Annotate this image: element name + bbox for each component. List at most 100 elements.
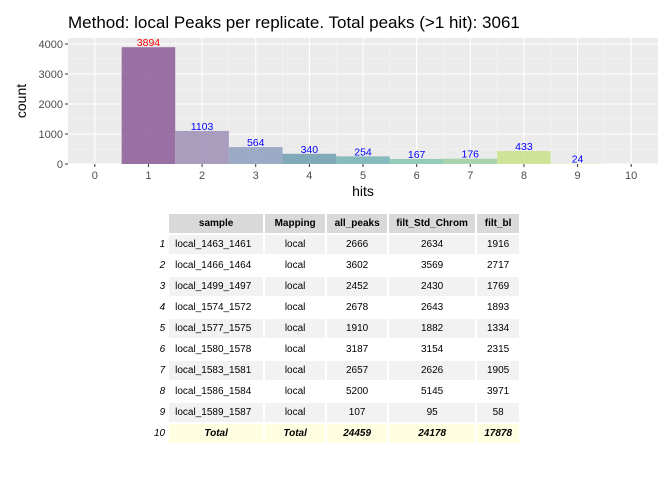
bar-label-hits-5: 254 <box>354 146 372 158</box>
table-row: 4 local_1574_1572 local 2678 2643 1893 <box>154 298 520 317</box>
y-axis: 0 1000 2000 3000 4000 <box>39 39 68 171</box>
row-index: 2 <box>159 260 166 271</box>
cell-all-peaks: 107 <box>327 403 388 422</box>
table-row: 9 local_1589_1587 local 107 95 58 <box>154 403 520 422</box>
col-header-all-peaks: all_peaks <box>327 214 388 233</box>
cell-sample: local_1577_1575 <box>169 319 264 338</box>
y-tick-label: 3000 <box>39 69 63 81</box>
cell-sample: local_1583_1581 <box>169 361 264 380</box>
cell-mapping: local <box>265 361 326 380</box>
peaks-table: sample Mapping all_peaks filt_Std_Chrom … <box>152 212 521 445</box>
table-row: 6 local_1580_1578 local 3187 3154 2315 <box>154 340 520 359</box>
cell-filt-bl: 1334 <box>477 319 520 338</box>
col-header-mapping: Mapping <box>265 214 326 233</box>
bar-label-hits-4: 340 <box>301 144 319 156</box>
cell-filt-bl: 17878 <box>477 424 520 443</box>
row-index: 9 <box>159 407 166 418</box>
cell-sample: local_1499_1497 <box>169 277 264 296</box>
cell-filt-bl: 1905 <box>477 361 520 380</box>
bar-label-hits-8: 433 <box>515 141 533 153</box>
bar-label-hits-1: 3894 <box>137 37 161 49</box>
x-axis: 0 1 2 3 4 5 6 7 8 9 10 <box>92 164 637 182</box>
bar-hits-8 <box>497 151 551 164</box>
cell-filt-std: 95 <box>389 403 476 422</box>
cell-mapping: local <box>265 235 326 254</box>
cell-sample: local_1586_1584 <box>169 382 264 401</box>
histogram-chart: Method: local Peaks per replicate. Total… <box>13 13 658 199</box>
cell-sample: Total <box>169 424 264 443</box>
bar-hits-7 <box>443 158 498 164</box>
x-tick-label: 7 <box>467 170 473 182</box>
cell-filt-bl: 1916 <box>477 235 520 254</box>
cell-mapping: local <box>265 256 326 275</box>
col-header-filt-std-chrom: filt_Std_Chrom <box>389 214 476 233</box>
y-tick-label: 2000 <box>39 99 63 111</box>
y-tick-label: 1000 <box>39 129 63 141</box>
x-tick-label: 6 <box>414 170 420 182</box>
cell-filt-bl: 1893 <box>477 298 520 317</box>
col-header-filt-bl: filt_bl <box>477 214 520 233</box>
cell-mapping: Total <box>265 424 326 443</box>
cell-all-peaks: 24459 <box>327 424 388 443</box>
row-index: 5 <box>159 323 166 334</box>
cell-all-peaks: 5200 <box>327 382 388 401</box>
cell-filt-bl: 3971 <box>477 382 520 401</box>
cell-mapping: local <box>265 340 326 359</box>
bars <box>121 47 605 164</box>
bar-hits-4 <box>282 153 337 164</box>
x-tick-label: 8 <box>521 170 527 182</box>
table-total-row: 10 Total Total 24459 24178 17878 <box>154 424 520 443</box>
chart-title: Method: local Peaks per replicate. Total… <box>68 13 520 32</box>
cell-all-peaks: 2657 <box>327 361 388 380</box>
bar-hits-3 <box>228 147 283 164</box>
y-axis-label: count <box>13 84 29 118</box>
cell-filt-std: 3154 <box>389 340 476 359</box>
bar-data-labels: 3894 1103 564 340 254 167 176 433 24 <box>137 37 584 165</box>
cell-sample: local_1574_1572 <box>169 298 264 317</box>
cell-sample: local_1589_1587 <box>169 403 264 422</box>
cell-mapping: local <box>265 277 326 296</box>
cell-filt-bl: 1769 <box>477 277 520 296</box>
cell-sample: local_1580_1578 <box>169 340 264 359</box>
row-index: 7 <box>159 365 166 376</box>
x-tick-label: 9 <box>574 170 580 182</box>
cell-all-peaks: 2666 <box>327 235 388 254</box>
bar-hits-9 <box>550 163 605 164</box>
cell-filt-std: 2643 <box>389 298 476 317</box>
cell-sample: local_1463_1461 <box>169 235 264 254</box>
cell-all-peaks: 1910 <box>327 319 388 338</box>
cell-all-peaks: 3602 <box>327 256 388 275</box>
cell-filt-std: 24178 <box>389 424 476 443</box>
y-tick-label: 0 <box>57 159 63 171</box>
table-row: 7 local_1583_1581 local 2657 2626 1905 <box>154 361 520 380</box>
cell-filt-bl: 2315 <box>477 340 520 359</box>
row-index: 10 <box>154 428 166 439</box>
row-index: 6 <box>159 344 166 355</box>
cell-filt-std: 2626 <box>389 361 476 380</box>
cell-filt-std: 2634 <box>389 235 476 254</box>
x-tick-label: 10 <box>625 170 637 182</box>
cell-filt-bl: 58 <box>477 403 520 422</box>
table-row: 5 local_1577_1575 local 1910 1882 1334 <box>154 319 520 338</box>
cell-filt-std: 3569 <box>389 256 476 275</box>
col-header-sample: sample <box>169 214 264 233</box>
cell-mapping: local <box>265 403 326 422</box>
cell-filt-std: 5145 <box>389 382 476 401</box>
bar-label-hits-3: 564 <box>247 137 265 149</box>
table-row: 8 local_1586_1584 local 5200 5145 3971 <box>154 382 520 401</box>
cell-filt-std: 1882 <box>389 319 476 338</box>
bar-label-hits-7: 176 <box>462 149 480 161</box>
cell-all-peaks: 3187 <box>327 340 388 359</box>
bar-hits-6 <box>389 158 444 164</box>
y-tick-label: 4000 <box>39 39 63 51</box>
x-tick-label: 2 <box>199 170 205 182</box>
bar-label-hits-9: 24 <box>572 153 584 165</box>
cell-all-peaks: 2452 <box>327 277 388 296</box>
row-index: 3 <box>159 281 166 292</box>
row-index: 1 <box>159 239 166 250</box>
table-header-row: sample Mapping all_peaks filt_Std_Chrom … <box>154 214 520 233</box>
cell-filt-bl: 2717 <box>477 256 520 275</box>
bar-label-hits-2: 1103 <box>191 121 214 133</box>
bar-hits-1 <box>121 47 176 164</box>
row-index: 4 <box>159 302 166 313</box>
